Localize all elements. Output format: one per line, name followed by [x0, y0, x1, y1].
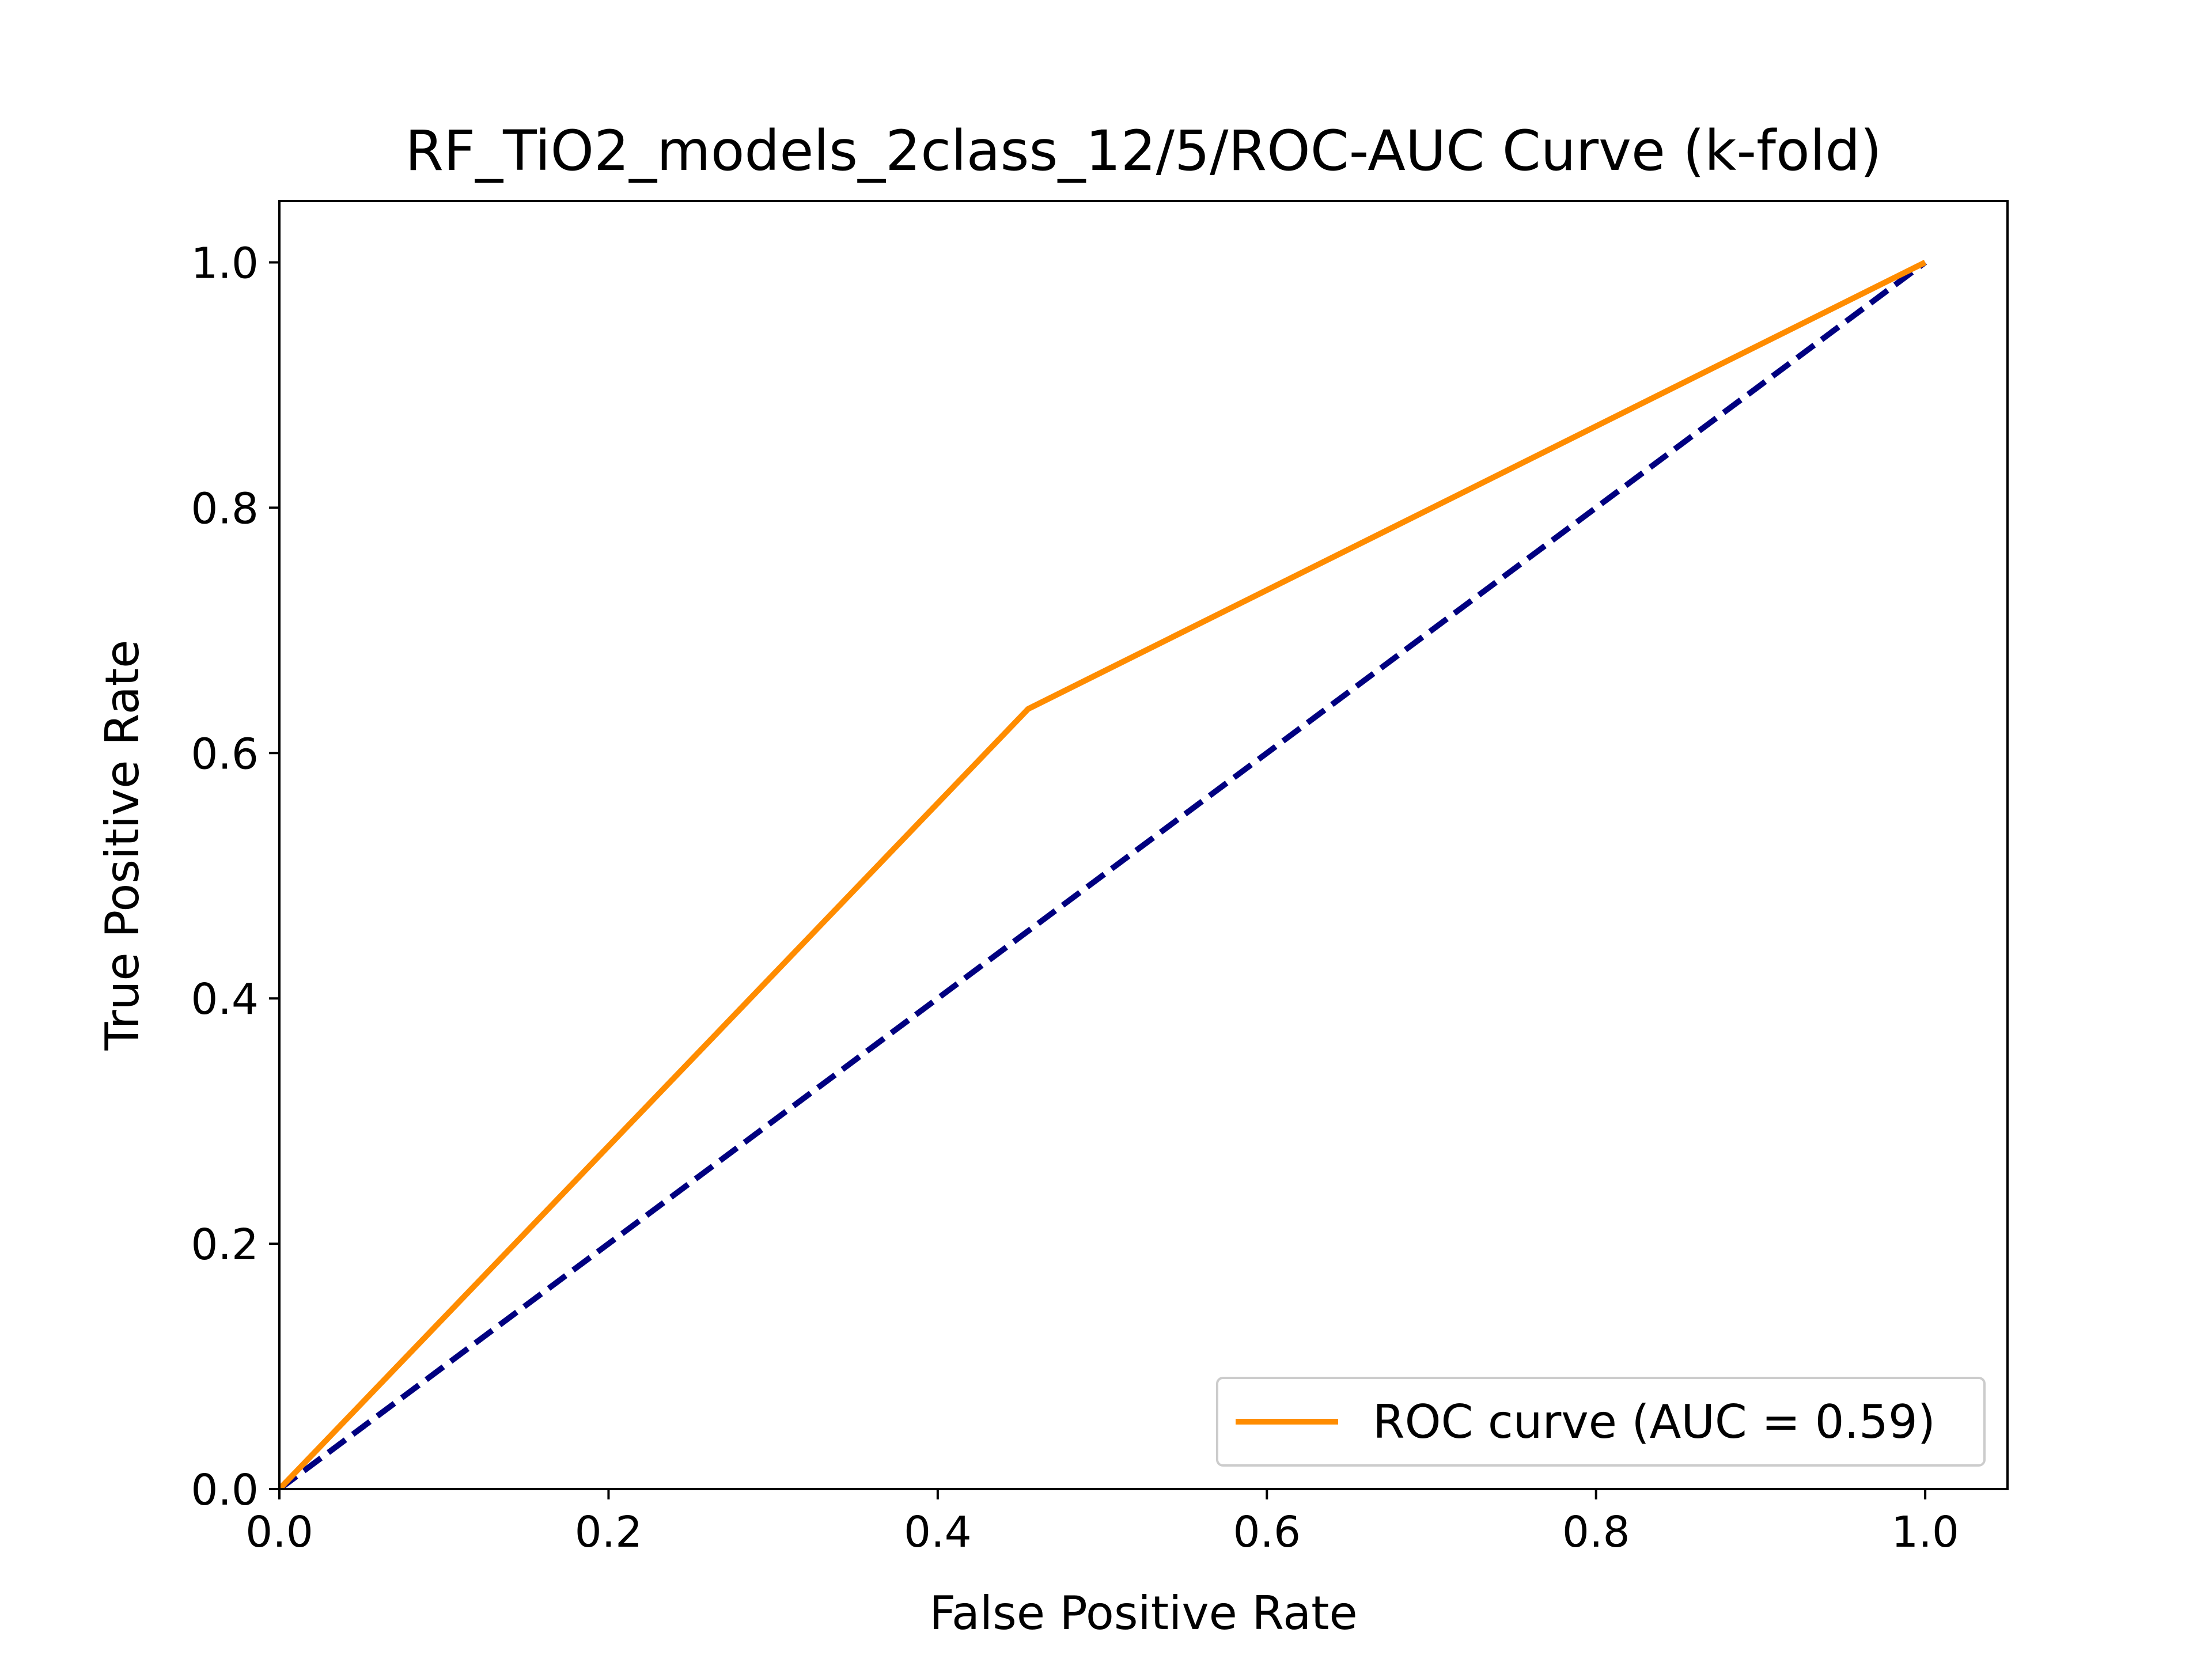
- x-tick-label: 0.8: [1562, 1508, 1630, 1557]
- x-tick-label: 0.0: [245, 1508, 313, 1557]
- series-layer: [279, 260, 1927, 1489]
- x-axis-label: False Positive Rate: [929, 1586, 1358, 1640]
- legend: ROC curve (AUC = 0.59): [1216, 1377, 1986, 1467]
- diagonal-reference-line: [279, 260, 1927, 1489]
- x-tick-label: 0.4: [904, 1508, 972, 1557]
- y-axis-label: True Positive Rate: [96, 640, 149, 1051]
- y-tick-label: 0.8: [191, 484, 259, 533]
- x-tick-label: 0.2: [575, 1508, 643, 1557]
- y-tick-label: 0.6: [191, 729, 259, 779]
- y-tick-label: 0.0: [191, 1465, 259, 1515]
- y-tick-label: 0.2: [191, 1220, 259, 1270]
- x-axis-ticks: 0.0 0.2 0.4 0.6 0.8 1.0: [245, 1489, 1959, 1557]
- legend-box: [1216, 1377, 1986, 1467]
- roc-curve-line: [279, 260, 1927, 1489]
- y-axis-ticks: 0.0 0.2 0.4 0.6 0.8 1.0: [191, 238, 279, 1515]
- legend-entry-roc: ROC curve (AUC = 0.59): [1373, 1395, 1936, 1449]
- y-tick-label: 1.0: [191, 238, 259, 288]
- x-tick-label: 0.6: [1233, 1508, 1301, 1557]
- y-tick-label: 0.4: [191, 975, 259, 1024]
- axes-frame: [278, 200, 2009, 1490]
- chart-title: RF_TiO2_models_2class_12/5/ROC-AUC Curve…: [405, 119, 1882, 183]
- x-tick-label: 1.0: [1891, 1508, 1959, 1557]
